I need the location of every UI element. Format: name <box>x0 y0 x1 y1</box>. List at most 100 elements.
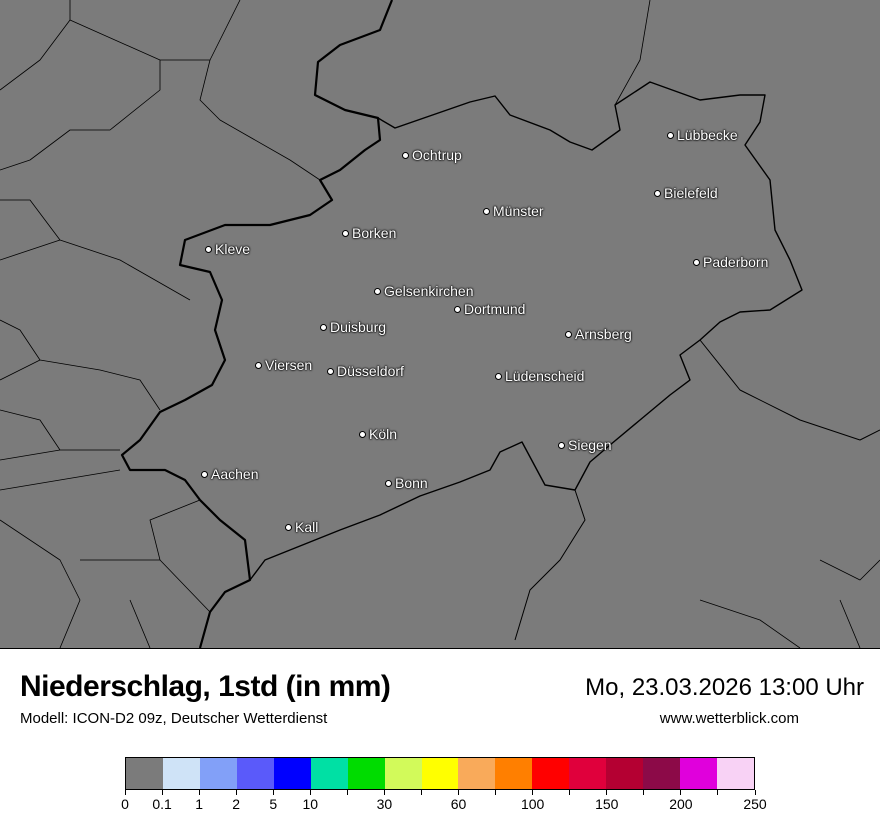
state-border-south <box>514 339 880 641</box>
legend-tick <box>198 790 200 795</box>
border-lines <box>0 0 880 648</box>
city-marker: Bielefeld <box>654 185 718 201</box>
legend-tick <box>346 790 348 795</box>
city-marker: Kall <box>285 519 318 535</box>
legend-swatch <box>126 758 163 789</box>
forecast-datetime: Mo, 23.03.2026 13:00 Uhr <box>585 674 864 701</box>
legend-swatch <box>384 758 422 789</box>
legend-tick <box>606 790 608 795</box>
city-dot-icon <box>495 372 502 380</box>
legend-swatch <box>717 758 754 789</box>
legend-tick-label: 100 <box>520 796 545 812</box>
legend-tick <box>680 790 682 795</box>
legend-tick-label: 150 <box>595 796 619 812</box>
city-dot-icon <box>342 229 349 237</box>
city-label: Lübbecke <box>677 127 738 143</box>
legend-swatch <box>162 758 200 789</box>
legend-tick <box>124 790 126 795</box>
legend-tick-label: 5 <box>269 796 278 812</box>
city-dot-icon <box>327 367 334 375</box>
city-label: Ochtrup <box>412 147 462 163</box>
map-title: Niederschlag, 1std (in mm) <box>20 670 391 703</box>
city-marker: Bonn <box>385 475 428 491</box>
city-label: Kall <box>295 519 319 535</box>
legend-tick <box>458 790 460 795</box>
city-marker: Aachen <box>201 466 258 482</box>
city-dot-icon <box>285 523 292 531</box>
legend-tick-label: 30 <box>376 796 393 812</box>
city-marker: Gelsenkirchen <box>374 283 474 299</box>
city-dot-icon <box>255 361 262 369</box>
city-dot-icon <box>654 189 661 197</box>
city-label: Siegen <box>568 437 612 453</box>
model-info: Modell: ICON-D2 09z, Deutscher Wetterdie… <box>20 710 328 727</box>
city-marker: Lüdenscheid <box>495 368 584 384</box>
city-dot-icon <box>667 131 674 139</box>
city-dot-icon <box>454 305 461 313</box>
legend-swatch <box>347 758 385 789</box>
city-label: Bonn <box>395 475 428 491</box>
city-label: Dortmund <box>464 301 526 317</box>
legend-swatch <box>680 758 717 789</box>
legend-swatch <box>236 758 274 789</box>
legend-swatch <box>569 758 607 789</box>
district-lines <box>0 0 880 648</box>
legend-swatch <box>643 758 681 789</box>
legend-tick-label: 1 <box>195 796 204 812</box>
city-marker: Lübbecke <box>667 127 738 143</box>
city-dot-icon <box>359 430 366 438</box>
city-dot-icon <box>205 245 212 253</box>
city-marker: Siegen <box>558 437 612 453</box>
legend-tick-label: 0 <box>121 796 129 812</box>
city-label: Arnsberg <box>575 326 632 342</box>
legend-tick-label: 10 <box>302 796 319 812</box>
legend-tick <box>643 790 645 795</box>
precipitation-map: Lübbecke Ochtrup Bielefeld Münster Borke… <box>0 0 880 649</box>
city-label: Münster <box>493 203 544 219</box>
city-dot-icon <box>385 479 392 487</box>
city-marker: Köln <box>359 426 397 442</box>
legend-swatch <box>310 758 348 789</box>
website-link[interactable]: www.wetterblick.com <box>659 710 799 727</box>
city-marker: Arnsberg <box>565 326 632 342</box>
city-marker: Ochtrup <box>402 147 462 163</box>
legend-tick <box>161 790 163 795</box>
city-label: Lüdenscheid <box>505 368 585 384</box>
legend-swatch <box>606 758 644 789</box>
city-label: Paderborn <box>703 254 769 270</box>
city-marker: Paderborn <box>693 254 768 270</box>
city-dot-icon <box>402 151 409 159</box>
legend-tick <box>420 790 422 795</box>
city-dot-icon <box>320 323 327 331</box>
city-label: Köln <box>369 426 398 442</box>
city-dot-icon <box>693 258 700 266</box>
legend-swatch <box>495 758 533 789</box>
legend-tick <box>383 790 385 795</box>
city-dot-icon <box>201 470 208 478</box>
city-label: Viersen <box>265 357 313 373</box>
city-label: Duisburg <box>330 319 387 335</box>
national-border <box>120 0 394 648</box>
legend-tick <box>272 790 274 795</box>
city-marker: Düsseldorf <box>327 363 404 379</box>
legend-tick-label: 0.1 <box>152 796 172 812</box>
city-label: Kleve <box>215 241 251 257</box>
city-label: Borken <box>352 225 397 241</box>
city-marker: Borken <box>342 225 396 241</box>
state-border <box>249 81 803 581</box>
legend-swatch <box>273 758 311 789</box>
city-dot-icon <box>374 287 381 295</box>
legend-tick <box>569 790 571 795</box>
city-marker: Dortmund <box>454 301 525 317</box>
city-marker: Münster <box>483 203 544 219</box>
legend-tick-label: 250 <box>743 796 767 812</box>
legend-swatch <box>421 758 459 789</box>
legend-tick <box>235 790 237 795</box>
city-label: Düsseldorf <box>337 363 404 379</box>
legend-swatch <box>532 758 570 789</box>
city-dot-icon <box>558 441 565 449</box>
color-legend <box>125 757 755 790</box>
city-label: Aachen <box>211 466 259 482</box>
legend-tick-label: 2 <box>232 796 241 812</box>
legend-tick-label: 200 <box>669 796 693 812</box>
